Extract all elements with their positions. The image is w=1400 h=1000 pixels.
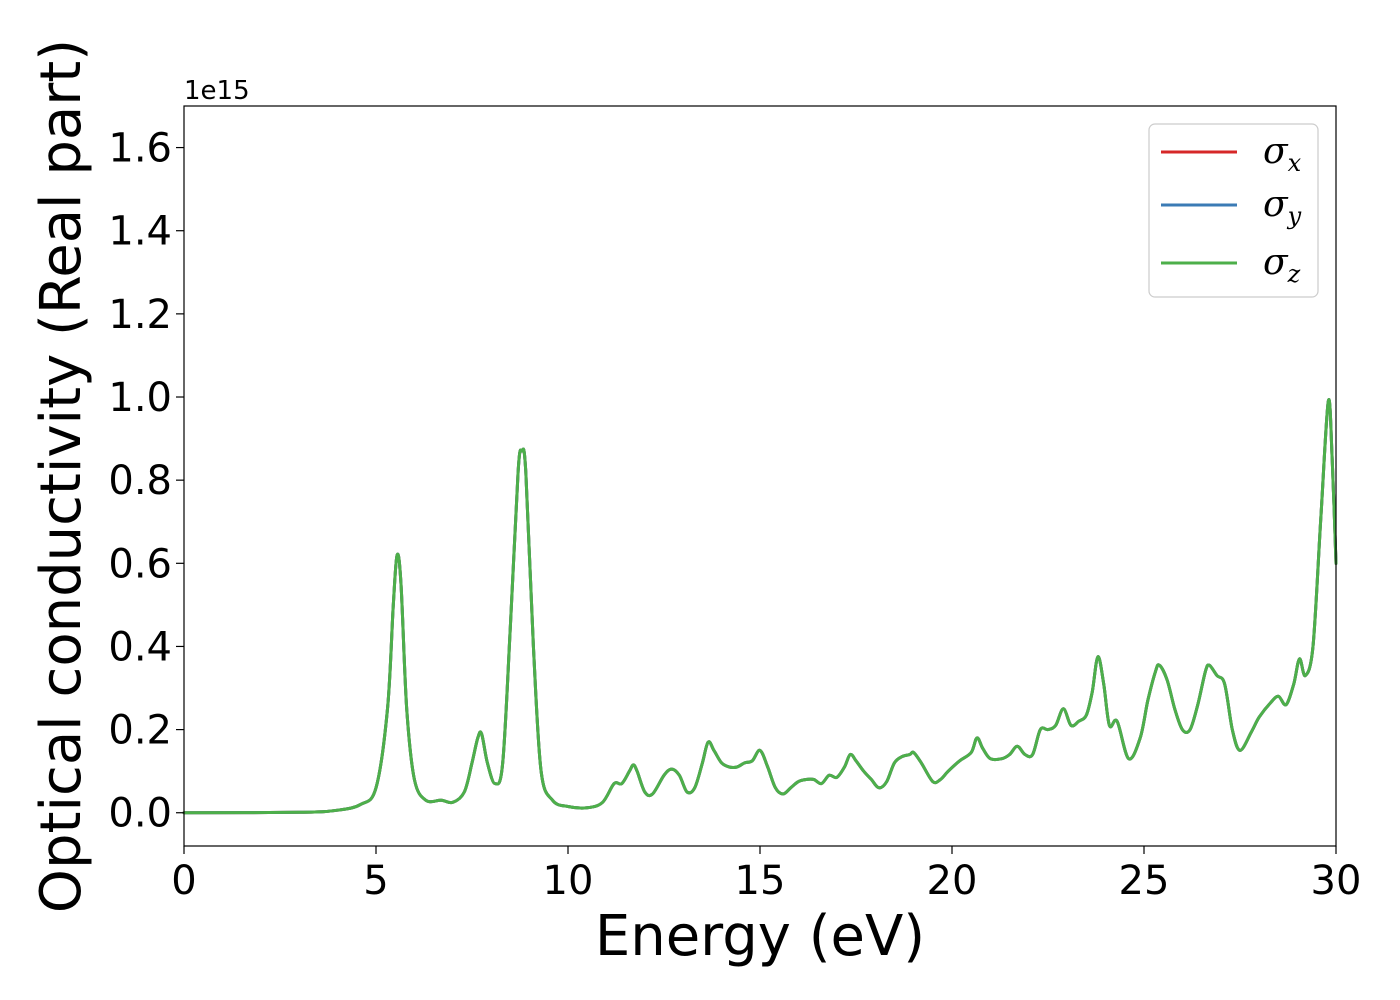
y-axis-ticks: 0.0 0.2 0.4 0.6 0.8 1.0 1.2 1.4 1.6 xyxy=(108,126,184,837)
x-tick-label: 0 xyxy=(171,858,196,904)
y-tick-label: 0.2 xyxy=(108,708,172,754)
x-tick-label: 20 xyxy=(927,858,978,904)
legend-label-sigma-y: σy xyxy=(1263,184,1302,230)
x-axis-ticks: 0 5 10 15 20 25 30 xyxy=(171,846,1361,904)
y-tick-label: 1.4 xyxy=(108,209,172,255)
y-axis-label: Optical conductivity (Real part) xyxy=(29,39,94,913)
y-tick-label: 0.0 xyxy=(108,791,172,837)
x-axis-label: Energy (eV) xyxy=(595,904,925,969)
x-tick-label: 5 xyxy=(363,858,388,904)
y-tick-label: 1.0 xyxy=(108,375,172,421)
x-tick-label: 25 xyxy=(1119,858,1170,904)
x-tick-label: 30 xyxy=(1311,858,1362,904)
y-tick-label: 0.6 xyxy=(108,541,172,587)
series-line-sigma-z xyxy=(182,398,1338,815)
y-tick-label: 1.2 xyxy=(108,292,172,338)
y-tick-label: 0.8 xyxy=(108,458,172,504)
legend-box xyxy=(1148,123,1319,298)
legend-label-sigma-x: σx xyxy=(1263,131,1302,177)
legend-label-sigma-z: σz xyxy=(1263,242,1301,288)
x-tick-label: 15 xyxy=(735,858,786,904)
y-offset-label: 1e15 xyxy=(184,76,250,106)
y-tick-label: 1.6 xyxy=(108,126,172,172)
y-tick-label: 0.4 xyxy=(108,624,172,670)
legend: σx σy σz xyxy=(1148,123,1319,298)
plot-series xyxy=(182,398,1338,815)
x-tick-label: 10 xyxy=(543,858,594,904)
